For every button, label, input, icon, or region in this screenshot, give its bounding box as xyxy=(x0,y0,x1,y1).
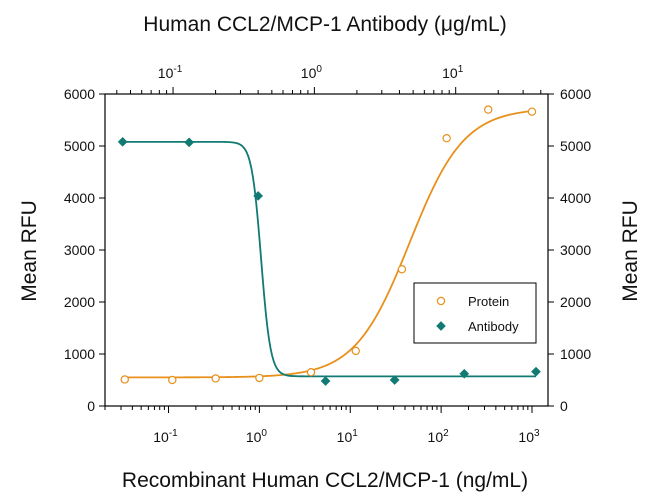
protein-data-point xyxy=(351,346,360,356)
x-tick-label-bottom: 103 xyxy=(518,428,540,445)
antibody-data-point xyxy=(117,136,128,147)
legend-label-antibody: Antibody xyxy=(468,319,519,334)
protein-data-point xyxy=(527,107,537,116)
x-tick-label-top: 10-1 xyxy=(158,64,183,81)
y-tick-label-right: 1000 xyxy=(560,346,591,362)
protein-fit-curve xyxy=(124,110,533,379)
y-tick-label-left: 4000 xyxy=(64,190,95,206)
protein-data-point xyxy=(306,368,316,377)
protein-data-point xyxy=(255,373,264,383)
y-tick-label-right: 4000 xyxy=(560,190,591,206)
legend-box xyxy=(413,282,537,344)
x-tick-label-bottom: 101 xyxy=(337,428,359,445)
y-tick-label-left: 1000 xyxy=(64,346,95,362)
protein-data-point xyxy=(120,375,129,384)
y-tick-label-right: 3000 xyxy=(560,242,591,258)
x-tick-label-bottom: 100 xyxy=(246,428,268,445)
y-axis-label-left: Mean RFU xyxy=(18,200,41,302)
legend-antibody-marker xyxy=(436,321,446,331)
antibody-data-point xyxy=(389,375,400,385)
x-tick-label-bottom: 102 xyxy=(428,428,450,445)
legend-protein-marker xyxy=(436,296,446,306)
antibody-data-point xyxy=(459,368,470,379)
y-tick-label-right: 0 xyxy=(560,398,568,414)
bottom-x-axis: 10-1 100 101 102 103 xyxy=(104,406,540,445)
y-tick-label-left: 0 xyxy=(87,398,95,414)
y-tick-label-left: 6000 xyxy=(64,86,95,102)
data-markers xyxy=(117,105,541,386)
y-tick-label-right: 5000 xyxy=(560,138,591,154)
y-tick-label-left: 3000 xyxy=(64,242,95,258)
left-y-axis: 0 1000 2000 3000 4000 5000 6000 xyxy=(64,86,105,414)
antibody-data-point xyxy=(253,190,264,201)
legend: Protein Antibody xyxy=(413,282,537,344)
right-y-axis: 0 1000 2000 3000 4000 5000 6000 xyxy=(548,86,591,414)
antibody-data-point xyxy=(320,376,331,386)
chart-title: Human CCL2/MCP-1 Antibody (μg/mL) xyxy=(143,13,506,36)
protein-data-point xyxy=(442,133,451,143)
y-axis-label-right: Mean RFU xyxy=(619,200,642,302)
x-tick-label-top: 100 xyxy=(301,64,323,81)
protein-data-point xyxy=(168,375,177,385)
y-tick-label-left: 5000 xyxy=(64,138,95,154)
x-tick-label-top: 101 xyxy=(442,64,464,81)
protein-data-point xyxy=(484,105,493,114)
x-axis-label: Recombinant Human CCL2/MCP-1 (ng/mL) xyxy=(122,469,528,492)
legend-label-protein: Protein xyxy=(468,294,509,309)
x-tick-label-bottom: 10-1 xyxy=(153,428,178,445)
y-tick-label-left: 2000 xyxy=(64,294,95,310)
legend-antibody-diamond xyxy=(436,321,446,331)
antibody-data-point xyxy=(531,366,541,377)
top-x-axis: 10-1 100 101 xyxy=(116,64,542,94)
y-tick-label-right: 2000 xyxy=(560,294,591,310)
legend-protein-circle xyxy=(436,296,446,306)
plot-frame xyxy=(104,93,549,407)
protein-data-point xyxy=(211,374,220,383)
antibody-data-point xyxy=(184,137,195,148)
protein-data-point xyxy=(397,265,407,274)
y-tick-label-right: 6000 xyxy=(560,86,591,102)
